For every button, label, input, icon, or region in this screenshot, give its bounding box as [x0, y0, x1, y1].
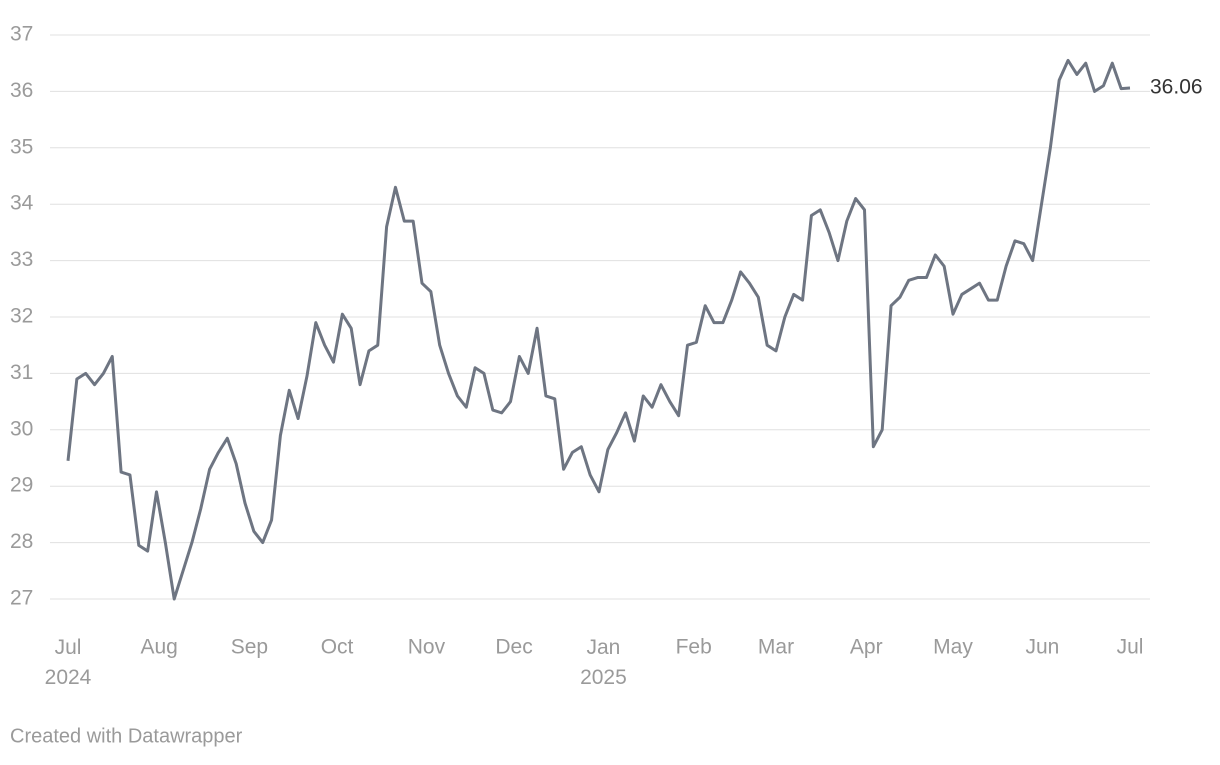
x-tick-label: Aug — [140, 636, 177, 659]
y-tick-label: 30 — [10, 417, 33, 440]
x-tick-label: Apr — [850, 636, 883, 659]
x-tick-label: Sep — [231, 636, 268, 659]
price-line — [66, 58, 1131, 601]
y-tick-label: 28 — [10, 530, 33, 553]
y-tick-label: 37 — [10, 23, 33, 46]
x-tick-label: Mar — [758, 636, 794, 659]
x-tick-label: Nov — [408, 636, 446, 659]
x-tick-label: Jun — [1025, 636, 1059, 659]
x-tick-label: Oct — [321, 636, 354, 659]
y-tick-label: 35 — [10, 135, 33, 158]
credit: Created with Datawrapper — [10, 725, 243, 747]
x-tick-label: May — [933, 636, 973, 659]
y-tick-label: 31 — [10, 361, 33, 384]
x-tick-label: Jul 2024 — [45, 636, 92, 689]
y-tick-label: 27 — [10, 587, 33, 610]
x-tick-label: Jan 2025 — [580, 636, 627, 689]
x-tick-label: Dec — [495, 636, 532, 659]
last-value-label: 36.06 — [1150, 76, 1203, 99]
y-tick-label: 33 — [10, 248, 33, 271]
x-tick-label: Feb — [676, 636, 712, 659]
y-tick-label: 29 — [10, 474, 33, 497]
y-tick-label: 36 — [10, 79, 33, 102]
y-tick-label: 34 — [10, 192, 34, 215]
x-tick-label: Jul — [1117, 636, 1144, 659]
y-tick-label: 32 — [10, 305, 33, 328]
